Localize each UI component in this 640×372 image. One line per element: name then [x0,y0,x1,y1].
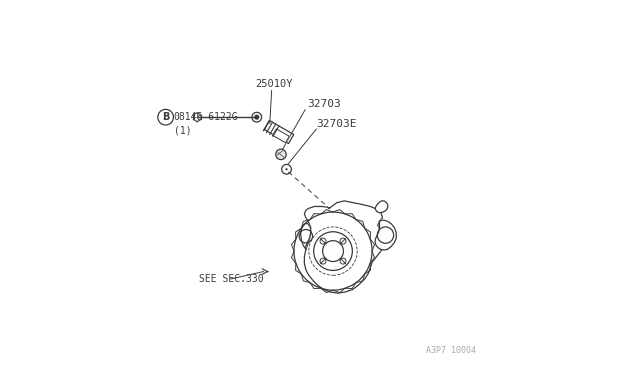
Polygon shape [273,129,289,143]
Text: 08146-6122G: 08146-6122G [173,112,237,122]
Polygon shape [301,223,310,249]
Text: 25010Y: 25010Y [255,79,292,89]
Text: SEE SEC.330: SEE SEC.330 [199,274,264,284]
Circle shape [255,115,259,119]
Circle shape [285,168,287,170]
Text: (1): (1) [174,125,192,135]
Text: 32703: 32703 [307,99,340,109]
Text: A3P7 10004: A3P7 10004 [426,346,476,355]
Polygon shape [264,121,294,144]
Polygon shape [305,201,386,293]
Text: 32703E: 32703E [316,119,356,128]
Circle shape [276,149,286,160]
Polygon shape [375,201,388,213]
Text: B: B [162,112,170,122]
Polygon shape [375,220,396,250]
